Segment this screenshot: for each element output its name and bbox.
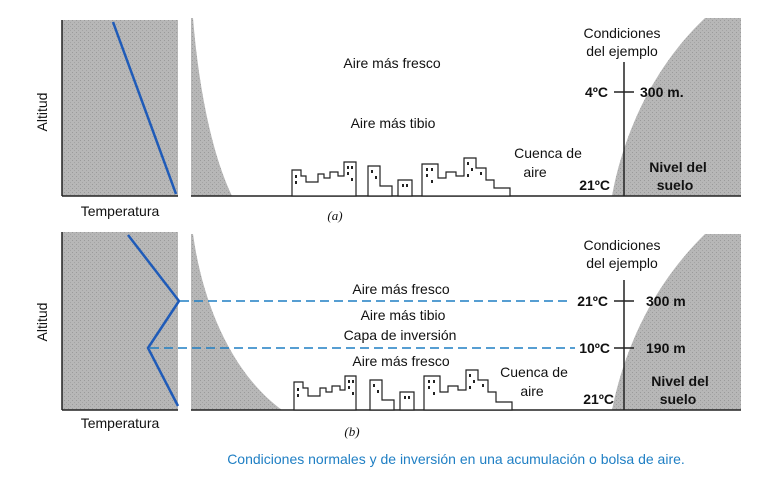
building-group-b2 xyxy=(369,379,415,411)
temperature-profile-b xyxy=(61,232,181,411)
conditions-header-a-2: del ejemplo xyxy=(586,43,658,59)
temperature-label-b: Temperatura xyxy=(81,415,160,431)
building-group-a3 xyxy=(421,157,511,197)
panel-a: Altitud Temperatura xyxy=(34,18,741,223)
height-top-b: 300 m xyxy=(646,293,686,309)
lapse-rate-line-a xyxy=(111,21,178,195)
ground-label-a-2: suelo xyxy=(657,177,694,193)
layer-cool-a: Aire más fresco xyxy=(343,55,440,71)
panel-letter-b: (b) xyxy=(344,424,359,439)
conditions-header-b-1: Condiciones xyxy=(583,237,660,253)
inversion-layer-label-b: Capa de inversión xyxy=(344,327,457,343)
panel-letter-a: (a) xyxy=(327,208,342,223)
layer-warm-b: Aire más tibio xyxy=(361,307,446,323)
building-windows-a xyxy=(295,162,482,187)
layer-cool-top-b: Aire más fresco xyxy=(352,281,449,297)
ground-label-b-1: Nivel del xyxy=(651,373,709,389)
inversion-profile-line-b xyxy=(127,234,181,407)
basin-label-a-1: Cuenca de xyxy=(514,145,582,161)
ground-label-b-2: suelo xyxy=(660,391,697,407)
profile-box-b xyxy=(62,232,178,410)
basin-air-a xyxy=(193,18,705,196)
height-mid-b: 190 m xyxy=(646,340,686,356)
conditions-header-a-1: Condiciones xyxy=(583,25,660,41)
temp-ground-b: 21ºC xyxy=(583,391,614,407)
building-group-a1 xyxy=(291,161,357,197)
temp-top-a: 4ºC xyxy=(585,84,608,100)
temperature-label-a: Temperatura xyxy=(81,203,160,219)
figure-caption: Condiciones normales y de inversión en u… xyxy=(227,451,685,467)
basin-air-b xyxy=(193,234,705,410)
altitude-label-b: Altitud xyxy=(34,303,50,342)
city-skyline-a xyxy=(291,157,511,197)
temp-top-b: 21ºC xyxy=(577,293,608,309)
city-skyline-b xyxy=(293,369,513,411)
air-basin-a xyxy=(191,18,741,197)
layer-warm-a: Aire más tibio xyxy=(351,115,436,131)
basin-label-a-2: aire xyxy=(523,164,547,180)
height-top-a: 300 m. xyxy=(640,84,684,100)
conditions-header-b-2: del ejemplo xyxy=(586,255,658,271)
temperature-profile-a xyxy=(61,20,178,197)
altitude-label-a: Altitud xyxy=(34,93,50,132)
ground-label-a-1: Nivel del xyxy=(649,159,707,175)
layer-cool-bottom-b: Aire más fresco xyxy=(352,353,449,369)
temp-ground-a: 21ºC xyxy=(579,177,610,193)
building-windows-b xyxy=(297,374,484,399)
basin-label-b-1: Cuenca de xyxy=(500,364,568,380)
building-group-b3 xyxy=(423,369,513,411)
panel-b: Altitud Temperatura xyxy=(34,232,741,439)
basin-label-b-2: aire xyxy=(520,383,544,399)
building-group-b1 xyxy=(293,375,357,411)
building-group-a2 xyxy=(367,165,413,197)
profile-box-a xyxy=(62,20,178,196)
temp-mid-b: 10ºC xyxy=(579,340,610,356)
